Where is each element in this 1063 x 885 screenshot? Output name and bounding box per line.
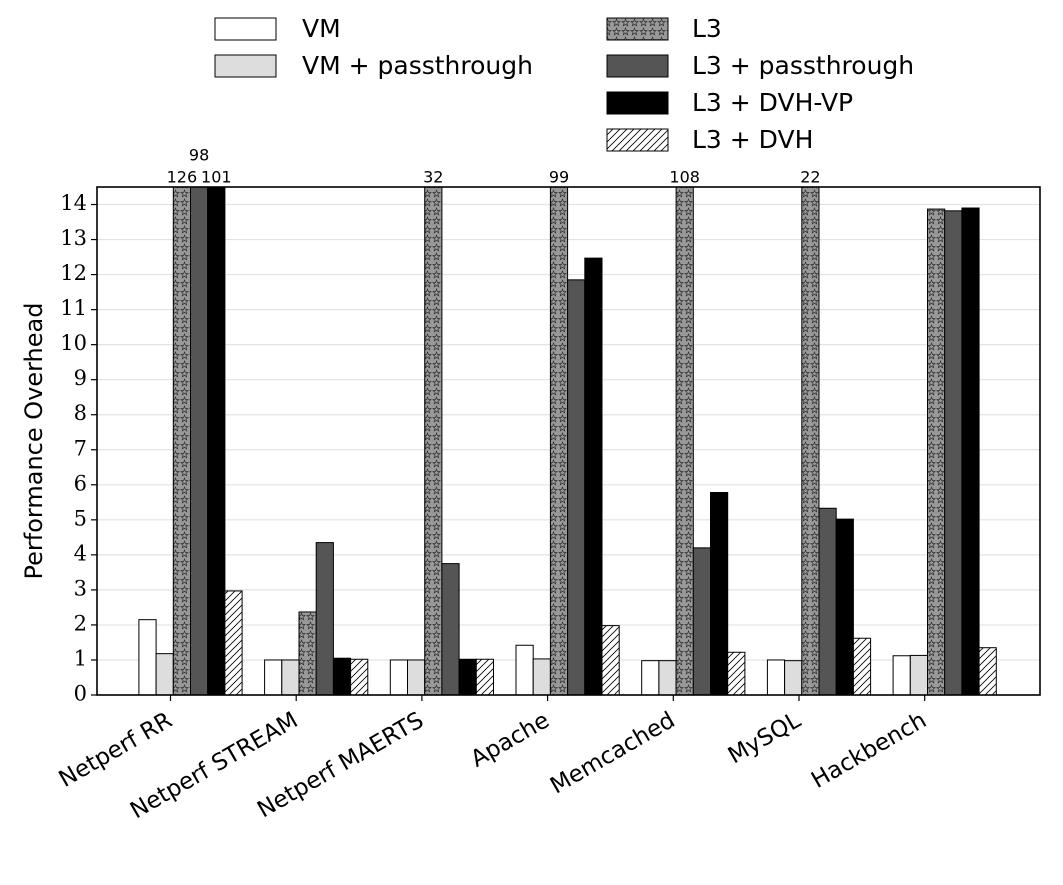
bar bbox=[549, 187, 569, 695]
bar bbox=[692, 547, 711, 695]
bar bbox=[766, 659, 786, 695]
bar bbox=[927, 208, 946, 695]
bar bbox=[584, 257, 603, 695]
bar bbox=[350, 658, 369, 695]
value-label: 32 bbox=[423, 168, 443, 187]
y-tick-label: 10 bbox=[60, 331, 87, 355]
y-tick-label: 14 bbox=[60, 191, 87, 215]
x-tick-label: Hackbench bbox=[807, 707, 931, 793]
value-label: 101 bbox=[201, 168, 232, 187]
y-axis-label: Performance Overhead bbox=[20, 303, 48, 580]
bar bbox=[658, 660, 677, 695]
bar bbox=[944, 210, 963, 695]
bar bbox=[458, 658, 477, 695]
y-tick-label: 1 bbox=[74, 646, 87, 670]
bar bbox=[784, 660, 803, 695]
x-tick-label: Memcached bbox=[546, 707, 679, 799]
legend-swatch bbox=[606, 17, 669, 41]
bar bbox=[727, 651, 746, 695]
y-tick-label: 2 bbox=[74, 611, 87, 635]
bar bbox=[515, 644, 534, 695]
bar bbox=[155, 653, 174, 695]
y-tick-label: 8 bbox=[74, 401, 87, 425]
bar bbox=[892, 655, 911, 695]
bar bbox=[441, 563, 460, 695]
bar bbox=[567, 279, 586, 695]
y-tick-label: 3 bbox=[74, 576, 87, 600]
legend-swatch bbox=[214, 17, 277, 41]
bar bbox=[332, 657, 352, 695]
legend-label: L3 + passthrough bbox=[692, 51, 914, 80]
legend-swatch bbox=[606, 91, 669, 115]
y-tick-label: 7 bbox=[74, 436, 87, 460]
x-tick-label: Netperf RR bbox=[55, 707, 177, 793]
legend-label: VM + passthrough bbox=[302, 51, 533, 80]
legend-swatch bbox=[606, 128, 669, 152]
bar bbox=[909, 654, 928, 695]
y-tick-label: 0 bbox=[74, 682, 87, 706]
value-label: 108 bbox=[669, 168, 700, 187]
bar bbox=[424, 187, 443, 695]
bar bbox=[138, 619, 157, 695]
legend-label: L3 + DVH bbox=[692, 125, 813, 154]
value-label: 22 bbox=[800, 168, 820, 187]
bar bbox=[818, 507, 837, 695]
bar bbox=[298, 611, 317, 695]
y-tick-label: 4 bbox=[74, 541, 87, 565]
bar bbox=[190, 187, 209, 695]
bar bbox=[532, 658, 551, 695]
bar bbox=[852, 637, 872, 695]
bar bbox=[264, 659, 283, 695]
y-tick-label: 12 bbox=[60, 261, 87, 285]
bar bbox=[224, 590, 243, 695]
bar bbox=[710, 492, 729, 695]
bar bbox=[281, 659, 300, 695]
bar bbox=[172, 187, 192, 695]
legend-swatch bbox=[214, 54, 277, 78]
x-tick-label: Apache bbox=[467, 707, 554, 772]
bar bbox=[641, 660, 660, 695]
legend-label: VM bbox=[302, 14, 341, 43]
y-tick-label: 13 bbox=[60, 226, 87, 250]
bar bbox=[389, 659, 408, 695]
y-tick-label: 9 bbox=[74, 366, 87, 390]
bar bbox=[315, 542, 334, 695]
plot-frame bbox=[96, 186, 1041, 696]
bar bbox=[835, 518, 854, 695]
bar bbox=[407, 659, 426, 695]
bar bbox=[675, 187, 694, 695]
y-tick-label: 5 bbox=[74, 506, 87, 530]
bar bbox=[801, 187, 820, 695]
value-label: 98 bbox=[189, 146, 209, 165]
legend-label: L3 + DVH-VP bbox=[692, 88, 853, 117]
bar bbox=[961, 207, 980, 695]
legend-label: L3 bbox=[692, 14, 722, 43]
bar bbox=[475, 658, 494, 695]
bar bbox=[978, 647, 997, 695]
value-label: 126 bbox=[167, 168, 198, 187]
x-tick-label: MySQL bbox=[724, 707, 806, 769]
value-label: 99 bbox=[549, 168, 569, 187]
bar bbox=[207, 187, 226, 695]
bar bbox=[601, 625, 620, 695]
y-tick-label: 11 bbox=[60, 296, 87, 320]
legend-swatch bbox=[606, 54, 669, 78]
y-tick-label: 6 bbox=[74, 471, 87, 495]
